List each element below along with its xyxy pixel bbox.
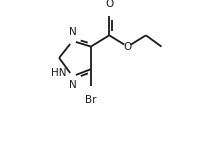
Text: N: N — [69, 27, 76, 37]
Text: O: O — [105, 0, 113, 9]
Text: HN: HN — [51, 68, 67, 78]
Text: N: N — [69, 80, 76, 90]
Text: O: O — [123, 42, 132, 52]
Text: Br: Br — [85, 95, 97, 105]
